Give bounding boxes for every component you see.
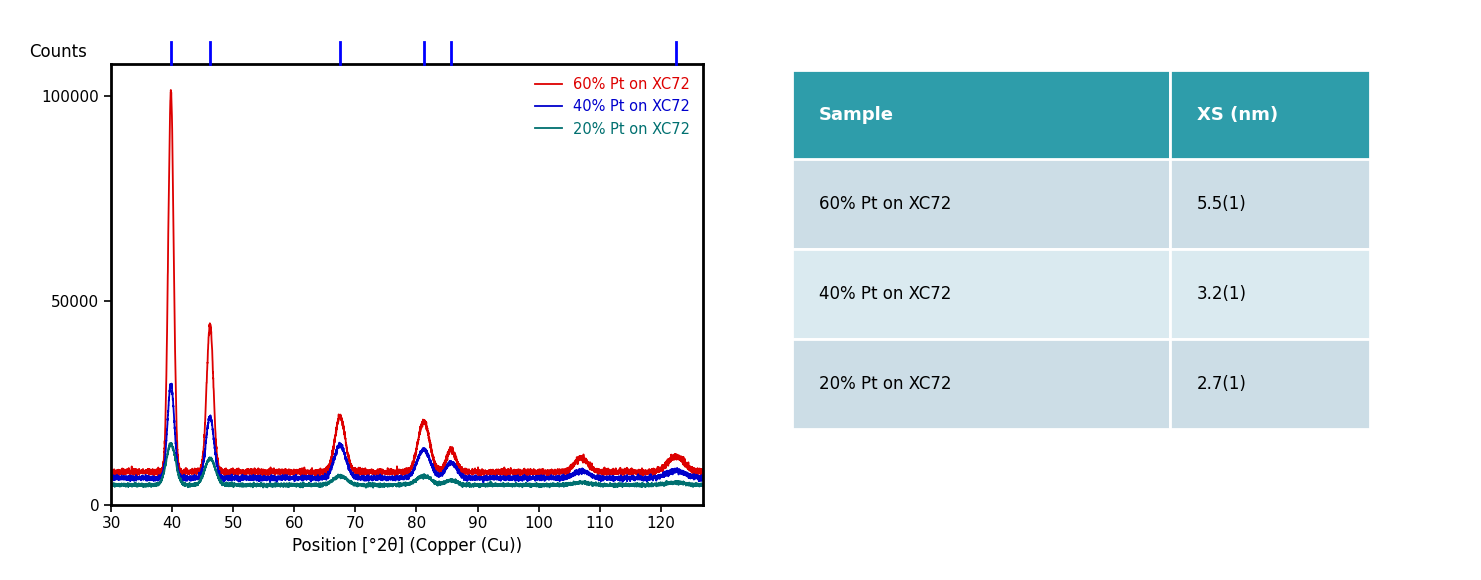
40% Pt on XC72 (102, 476, 120, 483)
40% Pt on XC72 (163, 380, 181, 387)
60% Pt on XC72 (240, 468, 258, 475)
20% Pt on XC72 (690, 481, 708, 488)
40% Pt on XC72 (246, 474, 264, 481)
60% Pt on XC72 (695, 470, 712, 477)
60% Pt on XC72 (690, 467, 708, 474)
20% Pt on XC72 (102, 481, 120, 488)
40% Pt on XC72 (240, 474, 258, 481)
40% Pt on XC72 (326, 455, 344, 462)
Text: Counts: Counts (30, 43, 87, 61)
Text: 5.5(1): 5.5(1) (1197, 195, 1247, 213)
40% Pt on XC72 (367, 474, 385, 481)
20% Pt on XC72 (163, 440, 181, 447)
Text: Sample: Sample (819, 106, 895, 124)
20% Pt on XC72 (243, 483, 261, 490)
Text: XS (nm): XS (nm) (1197, 106, 1278, 124)
Legend: 60% Pt on XC72, 40% Pt on XC72, 20% Pt on XC72: 60% Pt on XC72, 40% Pt on XC72, 20% Pt o… (530, 71, 696, 142)
Line: 20% Pt on XC72: 20% Pt on XC72 (111, 443, 703, 488)
60% Pt on XC72 (161, 86, 179, 93)
20% Pt on XC72 (240, 481, 258, 488)
Text: 2.7(1): 2.7(1) (1197, 375, 1247, 393)
60% Pt on XC72 (102, 467, 120, 474)
60% Pt on XC72 (243, 470, 261, 477)
60% Pt on XC72 (127, 473, 145, 480)
Text: 40% Pt on XC72: 40% Pt on XC72 (819, 285, 951, 303)
20% Pt on XC72 (246, 481, 264, 488)
Line: 40% Pt on XC72: 40% Pt on XC72 (111, 383, 703, 483)
Text: 3.2(1): 3.2(1) (1197, 285, 1247, 303)
40% Pt on XC72 (474, 479, 492, 486)
40% Pt on XC72 (243, 475, 261, 482)
60% Pt on XC72 (246, 467, 264, 474)
Text: 60% Pt on XC72: 60% Pt on XC72 (819, 195, 951, 213)
20% Pt on XC72 (695, 481, 712, 488)
40% Pt on XC72 (695, 476, 712, 483)
20% Pt on XC72 (357, 484, 375, 491)
20% Pt on XC72 (326, 475, 344, 482)
60% Pt on XC72 (367, 470, 385, 477)
20% Pt on XC72 (367, 481, 385, 488)
Text: 20% Pt on XC72: 20% Pt on XC72 (819, 375, 951, 393)
40% Pt on XC72 (690, 478, 708, 485)
X-axis label: Position [°2θ] (Copper (Cu)): Position [°2θ] (Copper (Cu)) (292, 537, 523, 555)
Line: 60% Pt on XC72: 60% Pt on XC72 (111, 90, 703, 477)
60% Pt on XC72 (326, 439, 344, 446)
